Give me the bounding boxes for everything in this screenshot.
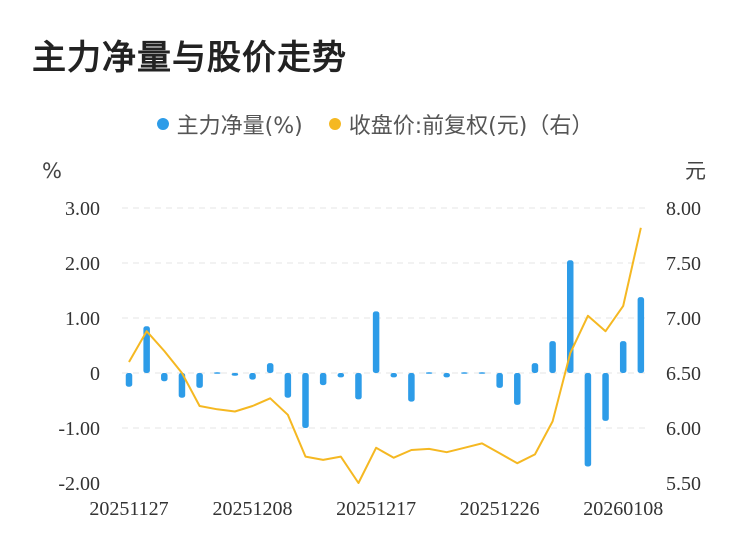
bar bbox=[266, 363, 274, 373]
bar bbox=[178, 373, 186, 398]
bar bbox=[619, 341, 627, 373]
bar bbox=[214, 372, 221, 374]
right-tick-label: 7.50 bbox=[666, 253, 701, 275]
legend-item-line[interactable]: 收盘价:前复权(元)（右） bbox=[328, 108, 594, 140]
bar bbox=[602, 373, 609, 421]
bar bbox=[496, 373, 503, 388]
bar bbox=[302, 373, 309, 428]
bar bbox=[161, 373, 168, 382]
right-tick-label: 6.50 bbox=[666, 363, 701, 385]
bar bbox=[461, 372, 468, 374]
x-tick-label: 20251208 bbox=[213, 498, 293, 520]
left-tick-label: 0 bbox=[90, 363, 100, 385]
bar bbox=[372, 311, 380, 373]
legend: 主力净量(%) 收盘价:前复权(元)（右） bbox=[0, 108, 750, 140]
bar bbox=[443, 373, 450, 378]
left-tick-label: 2.00 bbox=[65, 253, 100, 275]
bar bbox=[355, 373, 362, 400]
bar bbox=[337, 373, 345, 378]
right-tick-label: 8.00 bbox=[666, 198, 701, 220]
bar bbox=[231, 373, 239, 376]
bar bbox=[284, 373, 292, 398]
right-tick-label: 5.50 bbox=[666, 473, 701, 495]
left-tick-label: 3.00 bbox=[65, 198, 100, 220]
left-tick-label: 1.00 bbox=[65, 308, 100, 330]
legend-label-line: 收盘价:前复权(元)（右） bbox=[348, 114, 594, 139]
bar bbox=[567, 260, 574, 373]
legend-dot-line-icon bbox=[328, 118, 341, 130]
bar bbox=[319, 373, 327, 386]
bar bbox=[125, 373, 133, 387]
bar bbox=[249, 373, 256, 380]
bar bbox=[408, 373, 415, 402]
line-series bbox=[128, 227, 642, 484]
bar bbox=[390, 373, 397, 378]
left-tick-label: -2.00 bbox=[58, 473, 100, 495]
bar bbox=[196, 373, 203, 388]
right-axis-unit: 元 bbox=[685, 159, 706, 183]
axes: 3.00 8.00 2.00 7.50 1.00 7.00 0 6.50 -1.00 6.00 -2… bbox=[42, 159, 706, 520]
bar bbox=[514, 373, 521, 405]
right-tick-label: 6.00 bbox=[666, 418, 701, 440]
right-tick-label: 7.00 bbox=[666, 308, 701, 330]
legend-item-bar[interactable]: 主力净量(%) bbox=[156, 108, 303, 140]
legend-label-bar: 主力净量(%) bbox=[176, 114, 303, 139]
bar bbox=[549, 341, 556, 373]
bar bbox=[531, 363, 539, 373]
legend-dot-bar-icon bbox=[156, 118, 169, 130]
bar bbox=[143, 326, 150, 373]
chart-title: 主力净量与股价走势 bbox=[32, 38, 347, 78]
x-tick-label: 20260108 bbox=[583, 498, 663, 520]
left-tick-label: -1.00 bbox=[58, 418, 100, 440]
x-tick-label: 20251127 bbox=[89, 498, 168, 520]
x-tick-label: 20251226 bbox=[460, 498, 540, 520]
bar bbox=[425, 372, 433, 374]
x-tick-label: 20251217 bbox=[336, 498, 416, 520]
bar bbox=[584, 373, 592, 467]
bar bbox=[637, 297, 645, 373]
left-axis-unit: % bbox=[42, 159, 62, 183]
bar-series bbox=[125, 260, 645, 467]
price-line bbox=[128, 227, 642, 484]
bar bbox=[478, 372, 486, 374]
